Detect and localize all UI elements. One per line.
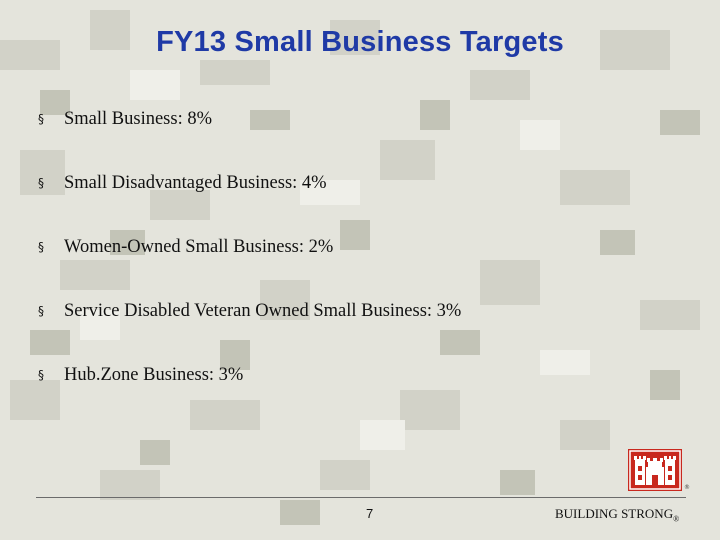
footer-divider xyxy=(36,497,686,498)
bullet-marker: § xyxy=(38,304,44,318)
page-number: 7 xyxy=(366,506,374,521)
slide-title: FY13 Small Business Targets xyxy=(156,26,564,58)
footer-registered-mark: ® xyxy=(673,514,680,524)
footer-brand-text: BUILDING STRONG xyxy=(555,506,674,521)
bullet-item: § Service Disabled Veteran Owned Small B… xyxy=(38,296,461,360)
bullet-item: § Hub.Zone Business: 3% xyxy=(38,360,461,424)
bullet-text: Hub.Zone Business: 3% xyxy=(64,365,244,385)
bullet-list: § Small Business: 8% § Small Disadvantag… xyxy=(38,104,461,424)
bullet-item: § Small Business: 8% xyxy=(38,104,461,168)
bullet-marker: § xyxy=(38,112,44,126)
bullet-marker: § xyxy=(38,240,44,254)
castle-icon xyxy=(628,449,682,491)
bullet-item: § Women-Owned Small Business: 2% xyxy=(38,232,461,296)
footer-brand: BUILDING STRONG® xyxy=(555,506,679,524)
bullet-item: § Small Disadvantaged Business: 4% xyxy=(38,168,461,232)
bullet-text: Women-Owned Small Business: 2% xyxy=(64,237,334,257)
logo-registered-mark: ® xyxy=(684,484,690,491)
bullet-text: Small Business: 8% xyxy=(64,109,213,129)
bullet-text: Service Disabled Veteran Owned Small Bus… xyxy=(64,301,462,321)
bullet-text: Small Disadvantaged Business: 4% xyxy=(64,173,327,193)
bullet-marker: § xyxy=(38,176,44,190)
bullet-marker: § xyxy=(38,368,44,382)
